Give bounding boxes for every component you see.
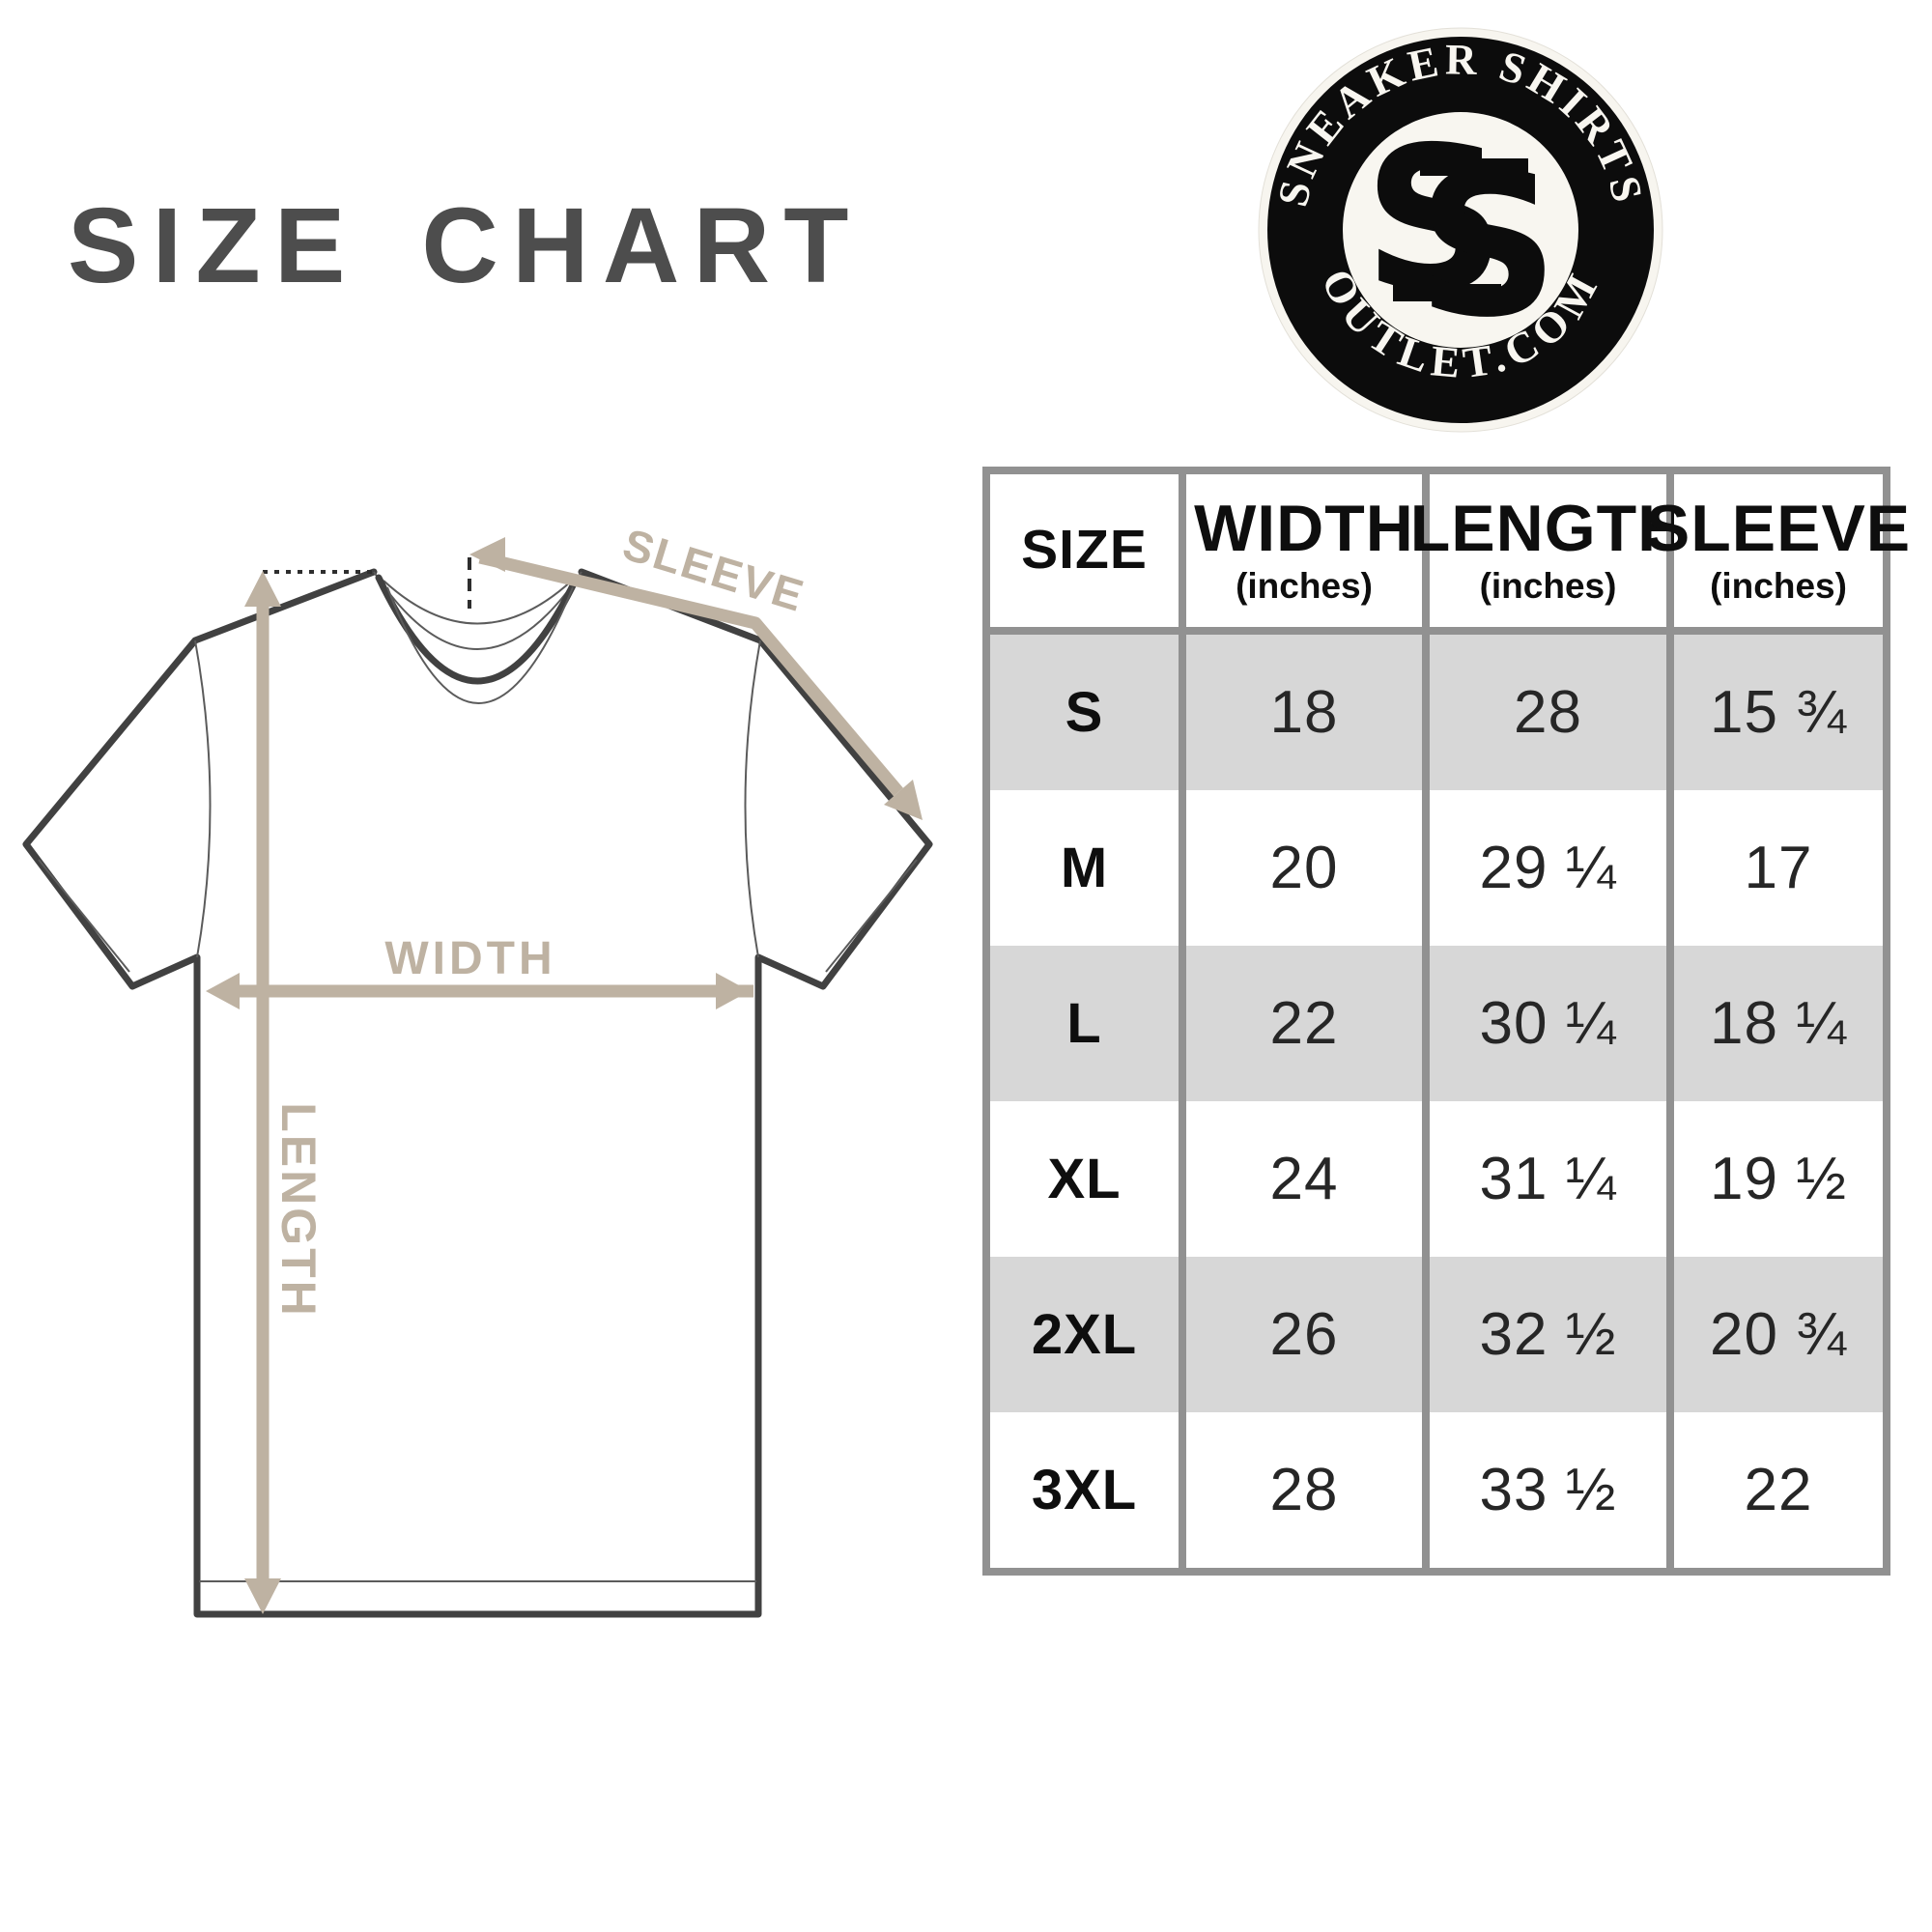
size-value: XL: [1047, 1148, 1122, 1210]
cell-length-xl: 31 ¼: [1430, 1101, 1666, 1257]
col-header-length-sub: (inches): [1479, 565, 1617, 606]
width-label: WIDTH: [384, 933, 555, 984]
cell-width-s: 18: [1186, 635, 1422, 790]
length-value: 33 ½: [1479, 1457, 1617, 1523]
collar-seam-line: [386, 586, 574, 704]
length-arrow-head-top: [244, 571, 281, 607]
col-header-width-label: WIDTH: [1194, 492, 1414, 566]
length-value: 31 ¼: [1479, 1146, 1617, 1212]
length-arrow-shaft: [256, 603, 270, 1585]
left-cuff-stitch: [38, 859, 130, 973]
length-value: 28: [1514, 679, 1582, 746]
cell-sleeve-s: 15 ¾: [1674, 635, 1883, 790]
neckline: [375, 574, 581, 685]
page-title: SIZE CHART: [68, 186, 863, 305]
cell-sleeve-2xl: 20 ¾: [1674, 1257, 1883, 1412]
width-arrow-shaft: [236, 984, 753, 998]
col-header-sleeve: SLEEVE (inches): [1646, 474, 1910, 627]
col-header-size-label: SIZE: [1021, 519, 1148, 582]
col-header-length: LENGTH (inches): [1410, 474, 1685, 627]
size-value: S: [1065, 681, 1104, 744]
cell-sleeve-3xl: 22: [1674, 1412, 1883, 1568]
cell-size-3xl: 3XL: [990, 1412, 1179, 1568]
sleeve-arrow-head-right: [884, 780, 923, 820]
width-value: 28: [1269, 1457, 1339, 1523]
width-value: 20: [1269, 835, 1339, 901]
col-header-sleeve-sub: (inches): [1710, 565, 1847, 606]
width-value: 26: [1269, 1301, 1339, 1368]
cell-size-s: S: [990, 635, 1179, 790]
collar-back-line: [383, 580, 573, 625]
sleeve-arrow-shaft: [478, 551, 903, 797]
col-header-size: SIZE: [990, 474, 1179, 627]
width-arrow-head-right: [716, 973, 750, 1009]
logo-monogram-top-bar: [1420, 158, 1528, 176]
tshirt-silhouette: [26, 572, 929, 1614]
cell-length-l: 30 ¼: [1430, 946, 1666, 1101]
sleeve-arrow-head-left: [469, 537, 505, 572]
sleeve-value: 20 ¾: [1710, 1301, 1847, 1368]
width-value: 22: [1269, 990, 1339, 1057]
width-value: 24: [1269, 1146, 1339, 1212]
width-value: 18: [1269, 679, 1339, 746]
cell-length-s: 28: [1430, 635, 1666, 790]
sleeve-value: 18 ¼: [1710, 990, 1847, 1057]
cell-width-xl: 24: [1186, 1101, 1422, 1257]
sleeve-value: 22: [1744, 1457, 1813, 1523]
col-header-sleeve-label: SLEEVE: [1645, 492, 1912, 566]
cell-width-3xl: 28: [1186, 1412, 1422, 1568]
right-sleeve-seam: [744, 639, 761, 958]
brand-logo: SNEAKER SHIRTS OUTLET.COM S S: [1258, 27, 1663, 433]
right-cuff-stitch: [825, 859, 918, 973]
col-header-length-label: LENGTH: [1409, 492, 1687, 566]
length-value: 32 ½: [1479, 1301, 1617, 1368]
width-arrow-head-left: [206, 973, 240, 1009]
cell-sleeve-m: 17: [1674, 790, 1883, 946]
cell-size-m: M: [990, 790, 1179, 946]
size-value: 2XL: [1031, 1303, 1138, 1366]
cell-width-2xl: 26: [1186, 1257, 1422, 1412]
header-separator: [990, 627, 1883, 635]
cell-length-m: 29 ¼: [1430, 790, 1666, 946]
size-value: M: [1060, 837, 1109, 899]
cell-sleeve-xl: 19 ½: [1674, 1101, 1883, 1257]
cell-size-l: L: [990, 946, 1179, 1101]
length-value: 30 ¼: [1479, 990, 1617, 1057]
left-sleeve-seam: [194, 639, 212, 958]
cell-width-l: 22: [1186, 946, 1422, 1101]
logo-monogram-bottom-bar: [1393, 284, 1501, 301]
length-value: 29 ¼: [1479, 835, 1617, 901]
size-table: SIZE WIDTH (inches) LENGTH (inches) SLEE…: [982, 467, 1910, 1576]
length-arrow-head-bottom: [244, 1578, 281, 1614]
cell-width-m: 20: [1186, 790, 1422, 946]
col-header-width-sub: (inches): [1236, 565, 1373, 606]
cell-size-2xl: 2XL: [990, 1257, 1179, 1412]
sleeve-value: 19 ½: [1710, 1146, 1847, 1212]
cell-length-2xl: 32 ½: [1430, 1257, 1666, 1412]
cell-length-3xl: 33 ½: [1430, 1412, 1666, 1568]
sleeve-value: 17: [1744, 835, 1813, 901]
size-value: 3XL: [1031, 1459, 1138, 1521]
cell-sleeve-l: 18 ¼: [1674, 946, 1883, 1101]
collar-outer-line: [373, 571, 582, 650]
sleeve-value: 15 ¾: [1710, 679, 1847, 746]
length-label: LENGTH: [271, 1102, 326, 1319]
size-value: L: [1066, 992, 1102, 1055]
col-header-width: WIDTH (inches): [1186, 474, 1422, 627]
cell-size-xl: XL: [990, 1101, 1179, 1257]
